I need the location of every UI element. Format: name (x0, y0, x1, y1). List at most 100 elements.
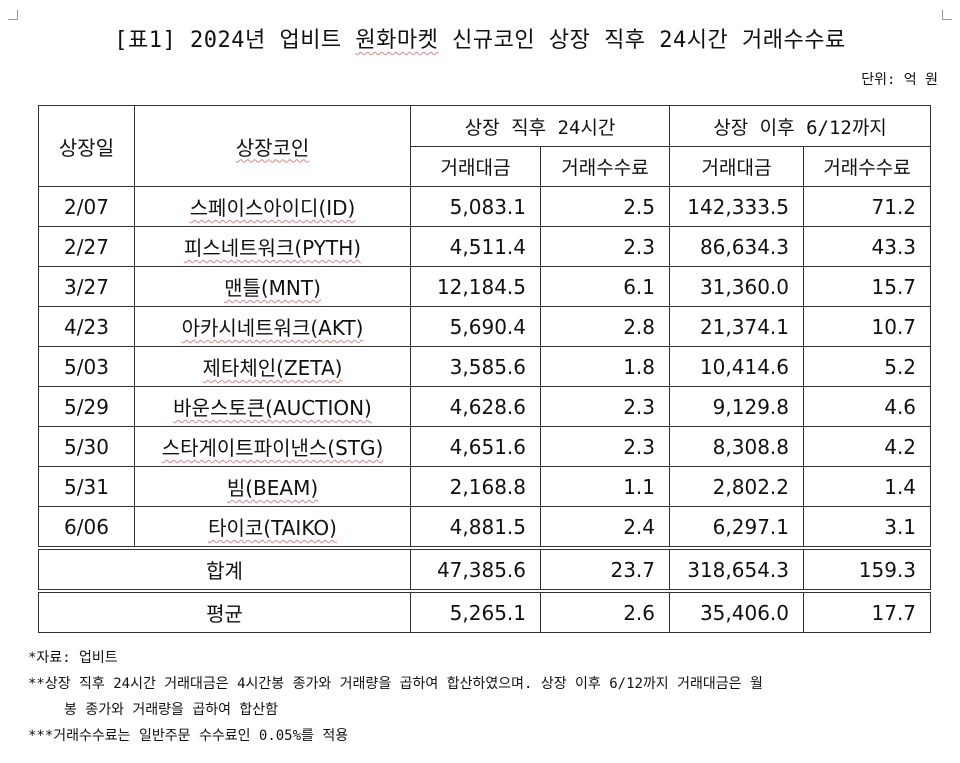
cell-coin: 맨틀(MNT) (134, 266, 411, 307)
coin-name: 타이코(TAIKO) (208, 516, 337, 540)
average-volume-612: 35,406.0 (669, 589, 805, 633)
cell-volume-24h: 2,168.8 (410, 466, 541, 507)
cell-volume-612: 2,802.2 (669, 466, 805, 507)
cell-date: 5/31 (38, 466, 135, 507)
table-row: 2/07 스페이스아이디(ID) 5,083.1 2.5 142,333.5 71.2 (38, 186, 932, 227)
cell-volume-612: 142,333.5 (669, 186, 805, 227)
total-label: 합계 (38, 546, 411, 592)
table-row: 5/29 바운스토큰(AUCTION) 4,628.6 2.3 9,129.8 4.6 (38, 386, 932, 427)
page-corner-mark-left (8, 10, 18, 20)
cell-coin: 아카시네트워크(AKT) (134, 306, 411, 347)
cell-fee-612: 10.7 (803, 306, 932, 347)
header-group-until-612: 상장 이후 6/12까지 (669, 105, 932, 147)
coin-name: 맨틀(MNT) (224, 276, 321, 300)
cell-coin: 스페이스아이디(ID) (134, 186, 411, 227)
average-row: 평균 5,265.1 2.6 35,406.0 17.7 (38, 589, 932, 633)
cell-volume-612: 10,414.6 (669, 346, 805, 387)
cell-volume-24h: 4,651.6 (410, 426, 541, 467)
average-fee-24h: 2.6 (539, 589, 671, 633)
total-volume-24h: 47,385.6 (410, 546, 541, 592)
total-volume-612: 318,654.3 (669, 546, 805, 592)
header-volume-24h: 거래대금 (410, 146, 541, 187)
cell-volume-612: 21,374.1 (669, 306, 805, 347)
title-suffix: 신규코인 상장 직후 24시간 거래수수료 (438, 28, 846, 53)
table-row: 6/06 타이코(TAIKO) 4,881.5 2.4 6,297.1 3.1 (38, 506, 932, 549)
unit-label: 단위: 억 원 (861, 72, 938, 88)
title-prefix: [표1] 2024년 업비트 (114, 28, 356, 53)
cell-fee-24h: 2.4 (539, 506, 671, 549)
cell-date: 6/06 (38, 506, 135, 549)
footnote-source: *자료: 업비트 (28, 650, 118, 666)
cell-volume-612: 86,634.3 (669, 226, 805, 267)
title-spellcheck-word: 원화마켓 (355, 28, 439, 53)
cell-fee-24h: 6.1 (539, 266, 671, 307)
cell-fee-612: 5.2 (803, 346, 932, 387)
cell-coin: 타이코(TAIKO) (134, 506, 411, 549)
header-date: 상장일 (38, 105, 135, 187)
cell-date: 5/29 (38, 386, 135, 427)
cell-fee-24h: 2.5 (539, 186, 671, 227)
footnotes: *자료: 업비트 **상장 직후 24시간 거래대금은 4시간봉 종가와 거래량… (28, 645, 940, 749)
cell-volume-24h: 4,511.4 (410, 226, 541, 267)
table-row: 5/03 제타체인(ZETA) 3,585.6 1.8 10,414.6 5.2 (38, 346, 932, 387)
cell-volume-612: 8,308.8 (669, 426, 805, 467)
page-corner-mark-right (942, 10, 952, 20)
total-fee-612: 159.3 (803, 546, 932, 592)
cell-coin: 피스네트워크(PYTH) (134, 226, 411, 267)
cell-volume-612: 31,360.0 (669, 266, 805, 307)
cell-fee-612: 43.3 (803, 226, 932, 267)
coin-name: 스타게이트파이낸스(STG) (161, 436, 384, 460)
cell-fee-24h: 2.8 (539, 306, 671, 347)
cell-fee-24h: 2.3 (539, 426, 671, 467)
footnote-volume-method-cont: 봉 종가와 거래량을 곱하여 합산함 (64, 702, 279, 718)
coin-name: 바운스토큰(AUCTION) (173, 396, 372, 420)
cell-fee-612: 4.2 (803, 426, 932, 467)
header-coin-label: 상장코인 (235, 135, 310, 160)
table-row: 5/30 스타게이트파이낸스(STG) 4,651.6 2.3 8,308.8 4.2 (38, 426, 932, 467)
cell-coin: 제타체인(ZETA) (134, 346, 411, 387)
cell-date: 2/07 (38, 186, 135, 227)
fee-table: 상장일 상장코인 상장 직후 24시간 상장 이후 6/12까지 거래대금 거래… (38, 105, 932, 633)
fee-table-container: 상장일 상장코인 상장 직후 24시간 상장 이후 6/12까지 거래대금 거래… (38, 105, 932, 633)
average-label: 평균 (38, 589, 411, 633)
cell-coin: 스타게이트파이낸스(STG) (134, 426, 411, 467)
cell-volume-24h: 3,585.6 (410, 346, 541, 387)
header-group-24h: 상장 직후 24시간 (409, 105, 671, 147)
average-fee-612: 17.7 (803, 589, 932, 633)
cell-date: 3/27 (38, 266, 135, 307)
average-volume-24h: 5,265.1 (410, 589, 541, 633)
cell-volume-612: 6,297.1 (669, 506, 805, 549)
table-row: 3/27 맨틀(MNT) 12,184.5 6.1 31,360.0 15.7 (38, 266, 932, 307)
cell-fee-612: 71.2 (803, 186, 932, 227)
cell-date: 2/27 (38, 226, 135, 267)
header-fee-24h: 거래수수료 (539, 146, 671, 187)
cell-volume-24h: 12,184.5 (410, 266, 541, 307)
coin-name: 아카시네트워크(AKT) (181, 316, 364, 340)
cell-date: 5/03 (38, 346, 135, 387)
table-row: 4/23 아카시네트워크(AKT) 5,690.4 2.8 21,374.1 10.7 (38, 306, 932, 347)
cell-fee-24h: 1.8 (539, 346, 671, 387)
cell-volume-24h: 5,083.1 (410, 186, 541, 227)
coin-name: 피스네트워크(PYTH) (183, 236, 362, 260)
header-fee-612: 거래수수료 (803, 146, 932, 187)
table-row: 2/27 피스네트워크(PYTH) 4,511.4 2.3 86,634.3 43.3 (38, 226, 932, 267)
cell-volume-24h: 4,628.6 (410, 386, 541, 427)
footnote-fee-rate: ***거래수수료는 일반주문 수수료인 0.05%를 적용 (28, 728, 349, 744)
cell-coin: 바운스토큰(AUCTION) (134, 386, 411, 427)
total-row: 합계 47,385.6 23.7 318,654.3 159.3 (38, 546, 932, 592)
header-volume-612: 거래대금 (669, 146, 805, 187)
coin-name: 스페이스아이디(ID) (189, 196, 356, 220)
footnote-volume-method: **상장 직후 24시간 거래대금은 4시간봉 종가와 거래량을 곱하여 합산하… (28, 676, 763, 692)
cell-volume-24h: 5,690.4 (410, 306, 541, 347)
cell-volume-24h: 4,881.5 (410, 506, 541, 549)
cell-date: 4/23 (38, 306, 135, 347)
coin-name: 빔(BEAM) (226, 476, 319, 500)
table-row: 5/31 빔(BEAM) 2,168.8 1.1 2,802.2 1.4 (38, 466, 932, 507)
cell-fee-24h: 2.3 (539, 386, 671, 427)
cell-volume-612: 9,129.8 (669, 386, 805, 427)
cell-date: 5/30 (38, 426, 135, 467)
header-coin: 상장코인 (134, 105, 411, 187)
cell-fee-24h: 1.1 (539, 466, 671, 507)
cell-fee-24h: 2.3 (539, 226, 671, 267)
cell-coin: 빔(BEAM) (134, 466, 411, 507)
